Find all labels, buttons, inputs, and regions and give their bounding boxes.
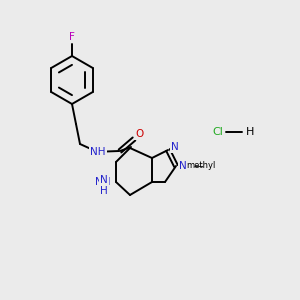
Text: N: N <box>171 142 179 152</box>
Text: methyl: methyl <box>186 161 216 170</box>
Text: N: N <box>179 161 187 171</box>
Text: NH: NH <box>95 177 111 187</box>
Text: Cl: Cl <box>213 127 224 137</box>
Text: H: H <box>246 127 254 137</box>
Text: N: N <box>100 175 108 185</box>
Text: F: F <box>69 32 75 42</box>
Text: NH: NH <box>90 147 106 157</box>
Text: —: — <box>193 161 203 171</box>
Text: O: O <box>135 129 143 139</box>
Text: H: H <box>100 186 108 196</box>
